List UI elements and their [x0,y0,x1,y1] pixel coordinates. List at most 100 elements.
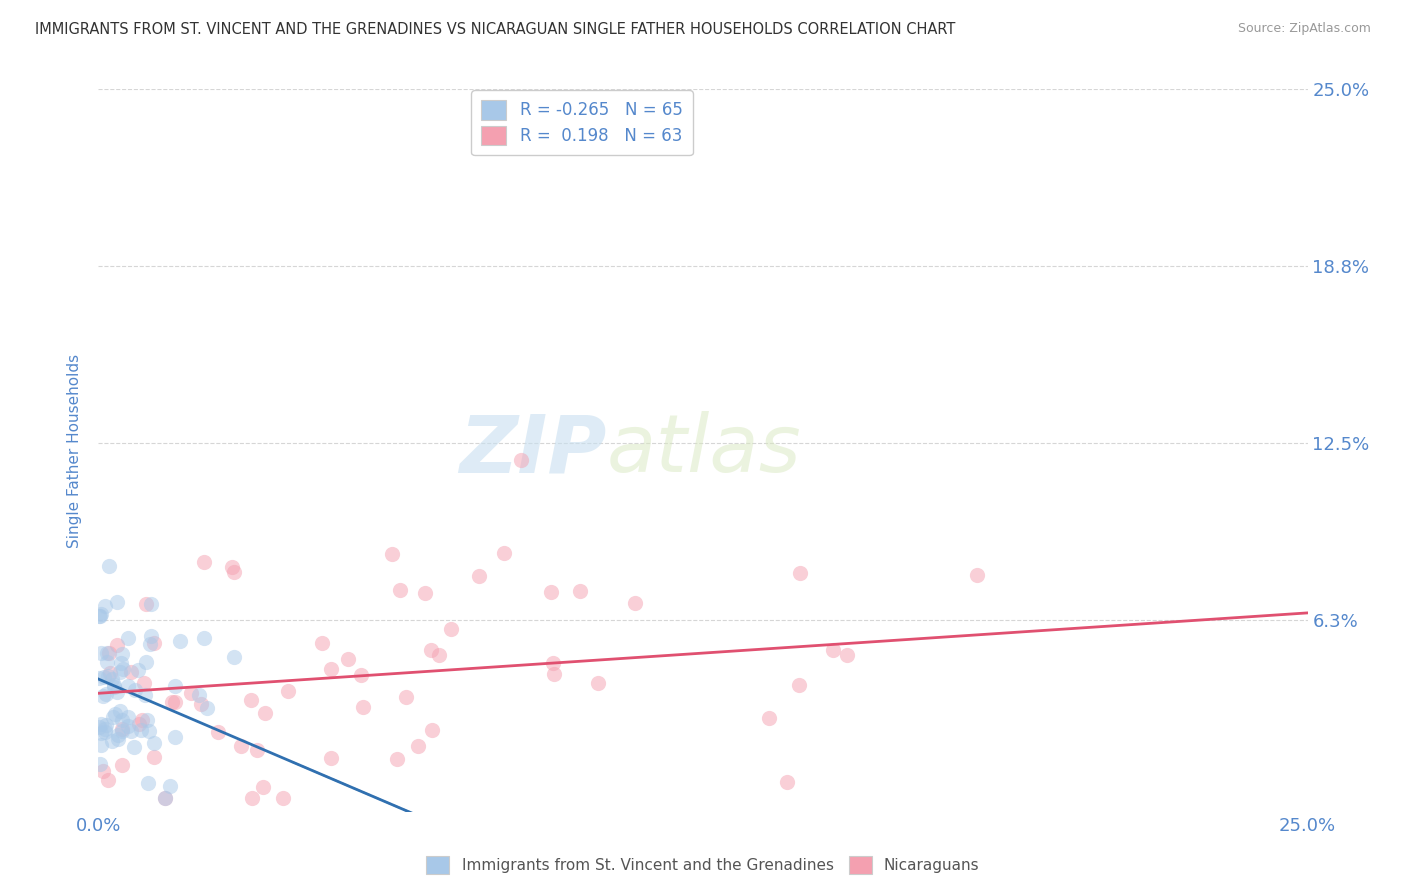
Point [135,655,157,669]
Point [136,775,159,789]
Point [103,678,125,692]
Y-axis label: Single Father Households: Single Father Households [67,353,83,548]
Point [94,599,117,614]
Point [180,686,202,700]
Point [823,642,845,657]
Point [440,622,463,636]
Point [94,725,117,739]
Point [207,724,229,739]
Point [90,646,112,660]
Point [190,697,212,711]
Point [253,706,276,720]
Point [321,751,343,765]
Point [543,667,565,681]
Point [966,567,988,582]
Point [90,738,112,752]
Point [837,648,859,662]
Point [385,752,408,766]
Point [224,565,246,579]
Point [624,595,647,609]
Point [101,710,124,724]
Point [229,739,252,753]
Point [105,594,128,608]
Point [252,780,274,794]
Point [193,631,215,645]
Point [110,722,132,736]
Point [468,569,491,583]
Point [89,757,111,772]
Point [117,709,139,723]
Point [90,607,112,621]
Point [127,663,149,677]
Point [277,684,299,698]
Point [111,724,134,739]
Point [422,723,444,737]
Text: atlas: atlas [606,411,801,490]
Point [758,711,780,725]
Point [419,643,441,657]
Point [139,597,162,611]
Point [90,726,112,740]
Point [187,688,209,702]
Point [96,686,118,700]
Point [122,739,145,754]
Point [321,662,343,676]
Point [246,743,269,757]
Point [162,695,184,709]
Point [193,555,215,569]
Text: Source: ZipAtlas.com: Source: ZipAtlas.com [1237,22,1371,36]
Point [91,764,114,779]
Legend: R = -0.265   N = 65, R =  0.198   N = 63: R = -0.265 N = 65, R = 0.198 N = 63 [471,90,693,155]
Point [129,723,152,738]
Point [97,772,120,787]
Point [222,650,245,665]
Point [110,647,132,661]
Point [271,790,294,805]
Point [108,704,131,718]
Point [98,665,121,680]
Point [104,707,127,722]
Point [169,634,191,648]
Point [96,646,118,660]
Point [353,700,375,714]
Point [165,730,187,744]
Point [195,700,218,714]
Point [89,720,111,734]
Legend: Immigrants from St. Vincent and the Grenadines, Nicaraguans: Immigrants from St. Vincent and the Gren… [420,850,986,880]
Point [120,724,142,739]
Point [111,713,134,727]
Point [97,559,120,574]
Point [105,638,128,652]
Point [311,636,333,650]
Point [159,779,181,793]
Point [134,676,156,690]
Point [124,683,146,698]
Point [107,728,129,742]
Point [110,656,132,670]
Point [97,669,120,683]
Point [568,584,591,599]
Point [776,775,799,789]
Point [91,689,114,703]
Point [142,750,165,764]
Point [381,547,404,561]
Point [103,681,125,695]
Point [117,679,139,693]
Point [336,652,359,666]
Point [165,679,187,693]
Point [395,690,418,705]
Point [120,665,142,680]
Point [540,585,562,599]
Point [136,714,159,728]
Point [90,716,112,731]
Point [427,648,450,662]
Point [239,693,262,707]
Point [94,722,117,736]
Text: IMMIGRANTS FROM ST. VINCENT AND THE GRENADINES VS NICARAGUAN SINGLE FATHER HOUSE: IMMIGRANTS FROM ST. VINCENT AND THE GREN… [35,22,956,37]
Point [389,583,412,598]
Point [101,672,124,686]
Point [107,732,129,747]
Point [111,758,134,772]
Point [141,629,163,643]
Point [96,655,118,669]
